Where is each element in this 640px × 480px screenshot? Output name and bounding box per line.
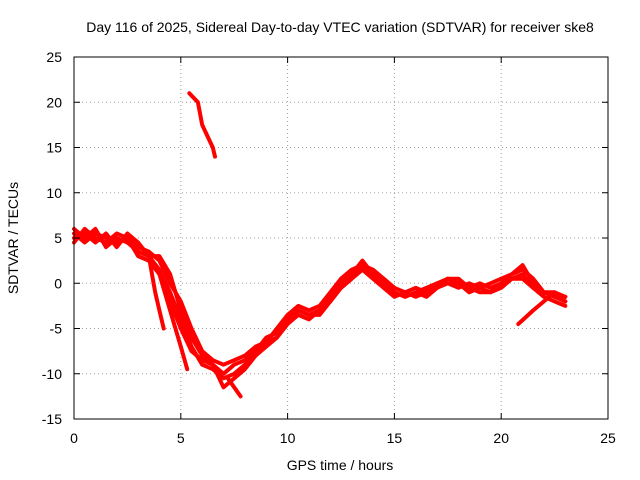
y-axis-label: SDTVAR / TECUs xyxy=(5,182,21,294)
x-tick-label: 5 xyxy=(177,430,185,446)
y-tick-label: -5 xyxy=(50,321,63,337)
sdtvar-chart: Day 116 of 2025, Sidereal Day-to-day VTE… xyxy=(0,0,640,480)
x-tick-label: 15 xyxy=(387,430,403,446)
series-track-7 xyxy=(228,378,241,396)
x-tick-label: 25 xyxy=(600,430,616,446)
y-tick-label: 0 xyxy=(54,275,62,291)
y-tick-label: -10 xyxy=(42,366,62,382)
y-tick-label: -15 xyxy=(42,411,62,427)
y-tick-label: 5 xyxy=(54,230,62,246)
x-tick-label: 20 xyxy=(493,430,509,446)
y-tick-label: 15 xyxy=(46,140,62,156)
chart-title: Day 116 of 2025, Sidereal Day-to-day VTE… xyxy=(86,19,594,35)
x-tick-label: 10 xyxy=(280,430,296,446)
y-tick-label: 25 xyxy=(46,49,62,65)
grid-layer xyxy=(74,57,608,419)
y-tick-label: 10 xyxy=(46,185,62,201)
series-layer xyxy=(74,93,565,396)
series-track-3 xyxy=(74,229,565,365)
tick-layer: 0 5 10 15 20 25 -15 -10 -5 0 5 10 15 20 25 xyxy=(42,49,616,446)
x-tick-label: 0 xyxy=(70,430,78,446)
y-tick-label: 20 xyxy=(46,94,62,110)
x-axis-label: GPS time / hours xyxy=(287,457,394,473)
